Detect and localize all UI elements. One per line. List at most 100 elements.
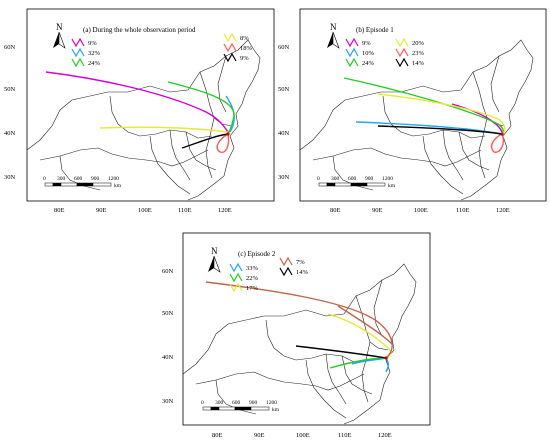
legend-swatch (345, 37, 359, 48)
map-basemap (26, 39, 261, 201)
lat-label: 60N (162, 268, 174, 275)
scale-tick: 900 (249, 400, 258, 406)
scale-bar: 0 300 600 900 1200 km (43, 176, 122, 189)
scale-tick: 1200 (266, 400, 277, 406)
scale-tick: 1200 (108, 176, 119, 182)
lat-label: 30N (4, 174, 16, 181)
trajectory-red (490, 133, 504, 153)
trajectory-red-upper (337, 305, 393, 345)
trajectory-green (167, 81, 235, 135)
legend-label: 9% (240, 55, 249, 62)
panel-a: 60N 50N 40N 30N 80E 90E 100E 110E 120E N… (4, 8, 275, 214)
legend-label: 14% (296, 269, 309, 276)
north-label: N (330, 22, 337, 32)
trajectory-green (329, 357, 387, 369)
trajectory-yellow (99, 126, 229, 133)
legend-swatch (395, 37, 409, 48)
trajectory-black (181, 133, 229, 149)
lon-label: 80E (212, 432, 223, 439)
lon-label: 90E (254, 432, 265, 439)
lon-label: 110E (338, 432, 352, 439)
north-arrow-icon (53, 32, 59, 48)
legend: 33% 22% 17% 7% 14% (229, 256, 309, 293)
legend-label: 7% (296, 259, 305, 266)
legend-label: 22% (246, 275, 259, 282)
lat-label: 30N (278, 174, 290, 181)
trajectory-black (377, 125, 503, 135)
legend-label: 14% (412, 60, 425, 67)
lat-label: 40N (4, 130, 16, 137)
lon-label: 110E (456, 207, 470, 214)
trajectory-red (216, 133, 230, 153)
lat-label: 40N (162, 354, 174, 361)
lon-label: 80E (330, 207, 341, 214)
legend-swatch (71, 47, 85, 58)
scale-unit: km (114, 183, 122, 189)
legend-label: 9% (88, 40, 97, 47)
scale-tick: 900 (91, 176, 100, 182)
scale-tick: 600 (232, 400, 241, 406)
trajectories (45, 71, 235, 153)
lat-label: 50N (4, 86, 16, 93)
legend-label: 24% (362, 60, 375, 67)
north-label: N (211, 246, 218, 256)
trajectory-black (295, 345, 387, 359)
legend-label: 24% (88, 60, 101, 67)
panel-title: (b) Episode 1 (356, 26, 394, 34)
legend-label: 17% (246, 285, 259, 292)
lat-label: 60N (278, 44, 290, 51)
legend-swatch (345, 47, 359, 58)
north-label: N (56, 22, 63, 32)
lon-label: 80E (54, 207, 65, 214)
scale-unit: km (272, 407, 280, 413)
lat-label: 30N (162, 398, 174, 405)
legend-swatch (223, 52, 237, 63)
legend-label: 9% (362, 40, 371, 47)
trajectory-red (205, 281, 393, 359)
lon-label: 100E (414, 207, 428, 214)
legend-swatch (71, 37, 85, 48)
legend-label: 33% (246, 265, 259, 272)
lon-label: 100E (138, 207, 152, 214)
scale-tick: 600 (74, 176, 83, 182)
trajectory-yellow (377, 93, 506, 135)
north-arrow-icon (208, 256, 214, 272)
receptor-site (226, 132, 230, 136)
map-frame (299, 8, 547, 202)
legend-label: 23% (412, 50, 425, 57)
legend-swatch (71, 57, 85, 68)
lon-label: 110E (178, 207, 192, 214)
scale-tick: 300 (215, 400, 224, 406)
receptor-site (500, 132, 504, 136)
legend-swatch (395, 57, 409, 68)
panel-c: 60N 50N 40N 30N 80E 90E 100E 110E 120E N… (162, 232, 431, 439)
legend-label: 10% (362, 50, 375, 57)
map-frame (182, 232, 431, 426)
legend-swatch (395, 47, 409, 58)
receptor-site (384, 356, 388, 360)
scale-tick: 300 (57, 176, 66, 182)
map-frame (26, 8, 275, 202)
legend-swatch (279, 256, 293, 267)
legend-swatch (223, 42, 237, 53)
scale-tick: 600 (348, 176, 357, 182)
panel-title: (a) During the whole observation period (83, 26, 196, 34)
legend-swatch (229, 262, 243, 273)
lat-label: 60N (4, 44, 16, 51)
scale-bar: 0 300 600 900 1200 km (201, 400, 280, 413)
legend-label: 32% (88, 50, 101, 57)
trajectory-green (343, 77, 504, 135)
legend: 9% 32% 24% 8% 18% 9% (71, 32, 253, 68)
lon-label: 120E (496, 207, 510, 214)
north-arrow-icon (327, 32, 333, 48)
trajectories (343, 77, 506, 153)
trajectory-yellow (327, 313, 392, 359)
scale-tick: 0 (317, 176, 320, 182)
map-basemap (299, 39, 534, 201)
legend-swatch (345, 57, 359, 68)
north-arrow: N (327, 22, 340, 49)
lon-label: 120E (378, 432, 392, 439)
scale-tick: 0 (201, 400, 204, 406)
trajectory-magenta (451, 103, 503, 133)
